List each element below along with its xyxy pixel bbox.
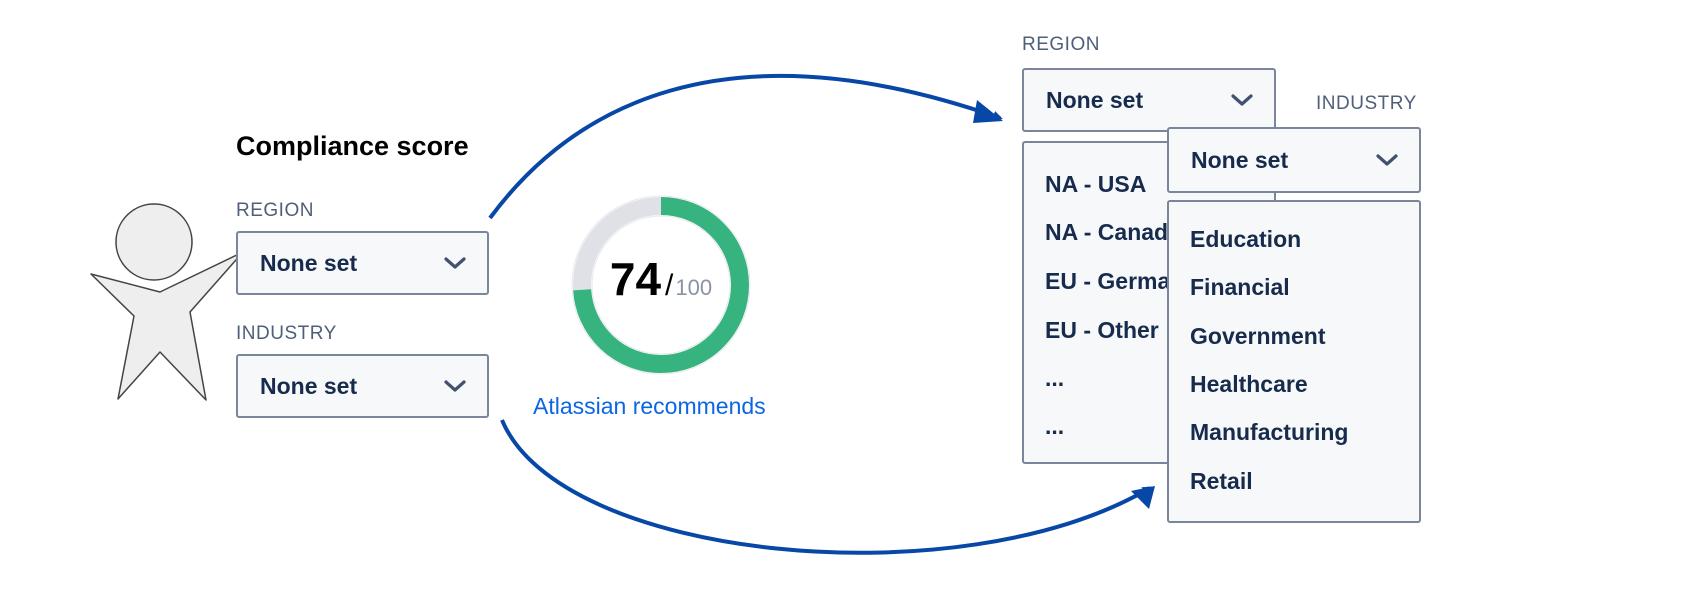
region-option[interactable]: EU - Other	[1045, 317, 1159, 343]
score-donut	[571, 195, 751, 375]
score-separator: /	[665, 269, 674, 302]
industry-select-value: None set	[260, 372, 358, 399]
flow-arrow-icon	[488, 74, 1003, 220]
industry-option[interactable]: Financial	[1190, 274, 1290, 300]
industry-select[interactable]: None set	[236, 354, 489, 418]
score-max: 100	[675, 275, 713, 300]
atlassian-recommends-link[interactable]: Atlassian recommends	[533, 393, 766, 419]
score-number: 74	[609, 253, 662, 305]
chevron-down-icon	[1231, 94, 1253, 106]
region-option[interactable]: ...	[1045, 413, 1065, 439]
region-option[interactable]: NA - Canada	[1045, 219, 1181, 245]
region-dropdown-value: None set	[1046, 86, 1144, 113]
industry-options-menu: Education Financial Government Healthcar…	[1167, 200, 1421, 523]
industry-option[interactable]: Manufacturing	[1190, 419, 1349, 445]
flow-arrow-icon	[500, 419, 1153, 555]
region-dropdown-label: REGION	[1022, 34, 1100, 55]
user-figure-icon	[90, 203, 244, 401]
industry-dropdown-value: None set	[1191, 146, 1289, 173]
region-select[interactable]: None set	[236, 231, 489, 295]
region-label: REGION	[236, 200, 314, 221]
chevron-down-icon	[1376, 154, 1398, 166]
chevron-down-icon	[444, 257, 466, 269]
arrow-head-top	[973, 100, 1003, 123]
region-select-value: None set	[260, 249, 358, 276]
region-option[interactable]: NA - USA	[1045, 171, 1147, 197]
chevron-down-icon	[444, 380, 466, 392]
page-title: Compliance score	[236, 131, 469, 161]
industry-option[interactable]: Healthcare	[1190, 371, 1308, 397]
score-fill	[573, 197, 749, 373]
region-option[interactable]: ...	[1045, 365, 1065, 391]
industry-dropdown-label: INDUSTRY	[1316, 93, 1417, 114]
industry-option[interactable]: Education	[1190, 226, 1302, 252]
industry-label: INDUSTRY	[236, 323, 337, 344]
industry-option[interactable]: Retail	[1190, 468, 1253, 494]
industry-option[interactable]: Government	[1190, 323, 1326, 349]
industry-dropdown-select[interactable]: None set	[1167, 127, 1421, 193]
score-value: 74/100	[568, 252, 754, 306]
region-dropdown-select[interactable]: None set	[1022, 68, 1276, 132]
